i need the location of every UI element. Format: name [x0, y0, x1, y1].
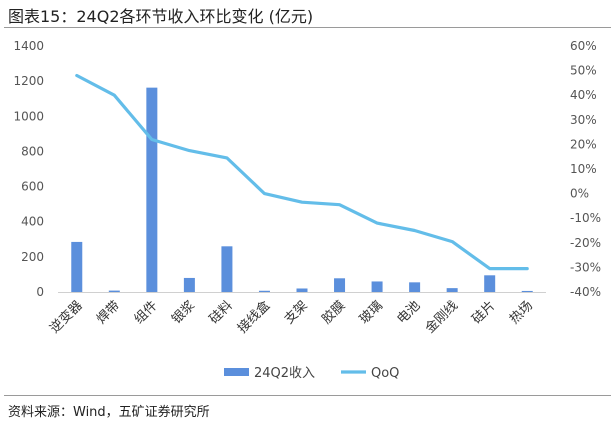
right-y-tick-label: 30% [570, 113, 597, 127]
left-y-tick-label: 1200 [13, 74, 44, 88]
left-y-tick-label: 0 [36, 285, 44, 299]
bar-银浆 [183, 277, 195, 292]
x-tick-label: 逆变器 [47, 298, 86, 337]
right-y-tick-label: -40% [570, 285, 601, 299]
right-y-tick-label: -20% [570, 236, 601, 250]
right-y-tick-label: 50% [570, 64, 597, 78]
x-tick-label: 硅料 [207, 298, 236, 327]
right-y-tick-label: 60% [570, 39, 597, 53]
source-rule [4, 395, 611, 396]
x-tick-label: 胶膜 [319, 298, 349, 328]
legend-label-bar: 24Q2收入 [254, 366, 315, 381]
bar-支架 [296, 288, 308, 292]
legend-label-line: QoQ [371, 366, 399, 381]
left-y-tick-label: 400 [21, 215, 44, 229]
source-note: 资料来源：Wind，五矿证券研究所 [8, 405, 210, 420]
right-y-tick-label: 0% [570, 187, 589, 201]
bar-金刚线 [446, 288, 458, 292]
qoq-line [75, 73, 529, 271]
bar-接线盒 [258, 290, 270, 292]
left-y-tick-label: 200 [21, 250, 44, 264]
x-tick-label: 玻璃 [357, 298, 386, 327]
bar-硅片 [484, 275, 496, 292]
bar-硅料 [221, 246, 233, 292]
bar-胶膜 [334, 278, 346, 292]
x-tick-label: 支架 [282, 298, 311, 327]
x-tick-label: 热场 [507, 298, 536, 327]
x-tick-label: 硅片 [470, 298, 499, 327]
x-tick-label: 接线盒 [234, 298, 273, 337]
right-y-tick-label: 20% [570, 137, 597, 151]
left-y-tick-label: 600 [21, 180, 44, 194]
right-y-tick-label: -10% [570, 211, 601, 225]
right-y-tick-label: -30% [570, 260, 601, 274]
x-tick-label: 组件 [132, 298, 161, 327]
bar-热场 [521, 290, 533, 292]
title-rule [4, 27, 611, 28]
bar-玻璃 [371, 281, 383, 292]
figure-title: 图表15：24Q2各环节收入环比变化 (亿元) [8, 7, 314, 26]
bar-电池 [409, 282, 421, 292]
left-y-tick-label: 800 [21, 144, 44, 158]
x-tick-label: 银浆 [169, 298, 198, 327]
left-y-tick-label: 1400 [13, 39, 44, 53]
x-tick-label: 金刚线 [422, 298, 461, 337]
right-y-tick-label: 40% [570, 88, 597, 102]
right-y-tick-label: 10% [570, 162, 597, 176]
bar-组件 [146, 87, 158, 292]
x-tick-label: 焊带 [93, 298, 123, 328]
bar-逆变器 [71, 241, 83, 292]
bar-焊带 [108, 290, 120, 292]
left-y-tick-label: 1000 [13, 109, 44, 123]
legend-swatch-bar [224, 368, 249, 376]
x-tick-label: 电池 [394, 298, 423, 327]
